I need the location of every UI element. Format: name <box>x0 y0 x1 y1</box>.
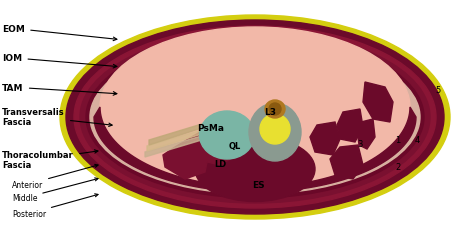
Ellipse shape <box>66 21 444 214</box>
Ellipse shape <box>74 27 436 208</box>
Text: 3: 3 <box>357 140 363 148</box>
Ellipse shape <box>269 104 281 115</box>
Text: EOM: EOM <box>2 25 117 41</box>
Ellipse shape <box>249 104 301 161</box>
Text: 5: 5 <box>436 86 441 94</box>
Text: PsMa: PsMa <box>198 124 224 133</box>
Text: Posterior: Posterior <box>12 194 98 218</box>
Polygon shape <box>149 124 205 145</box>
Text: LD: LD <box>214 160 227 169</box>
Ellipse shape <box>90 41 420 194</box>
Text: 4: 4 <box>414 135 420 144</box>
Text: Transversalis
Fascia: Transversalis Fascia <box>2 107 112 127</box>
Polygon shape <box>145 135 205 157</box>
Ellipse shape <box>260 115 290 144</box>
Ellipse shape <box>200 112 255 159</box>
Ellipse shape <box>60 16 450 219</box>
Text: L3: L3 <box>264 108 276 117</box>
Polygon shape <box>147 129 205 151</box>
Polygon shape <box>163 132 210 179</box>
Text: 2: 2 <box>395 162 401 171</box>
Text: Thoracolumbar
Fascia: Thoracolumbar Fascia <box>2 150 98 169</box>
Ellipse shape <box>86 37 424 198</box>
Polygon shape <box>337 110 363 142</box>
Ellipse shape <box>265 101 285 119</box>
Text: ES: ES <box>252 180 264 189</box>
Text: Middle: Middle <box>12 178 98 202</box>
Polygon shape <box>330 145 363 179</box>
Ellipse shape <box>100 28 410 187</box>
Polygon shape <box>357 119 375 149</box>
Ellipse shape <box>195 137 315 202</box>
Polygon shape <box>310 122 340 155</box>
Text: Anterior: Anterior <box>12 165 98 189</box>
Polygon shape <box>94 108 416 192</box>
Text: QL: QL <box>228 142 241 151</box>
Text: TAM: TAM <box>2 83 117 96</box>
Polygon shape <box>363 83 393 122</box>
Polygon shape <box>190 126 237 165</box>
Ellipse shape <box>80 32 430 203</box>
Text: 1: 1 <box>395 135 401 144</box>
Text: IOM: IOM <box>2 54 117 69</box>
